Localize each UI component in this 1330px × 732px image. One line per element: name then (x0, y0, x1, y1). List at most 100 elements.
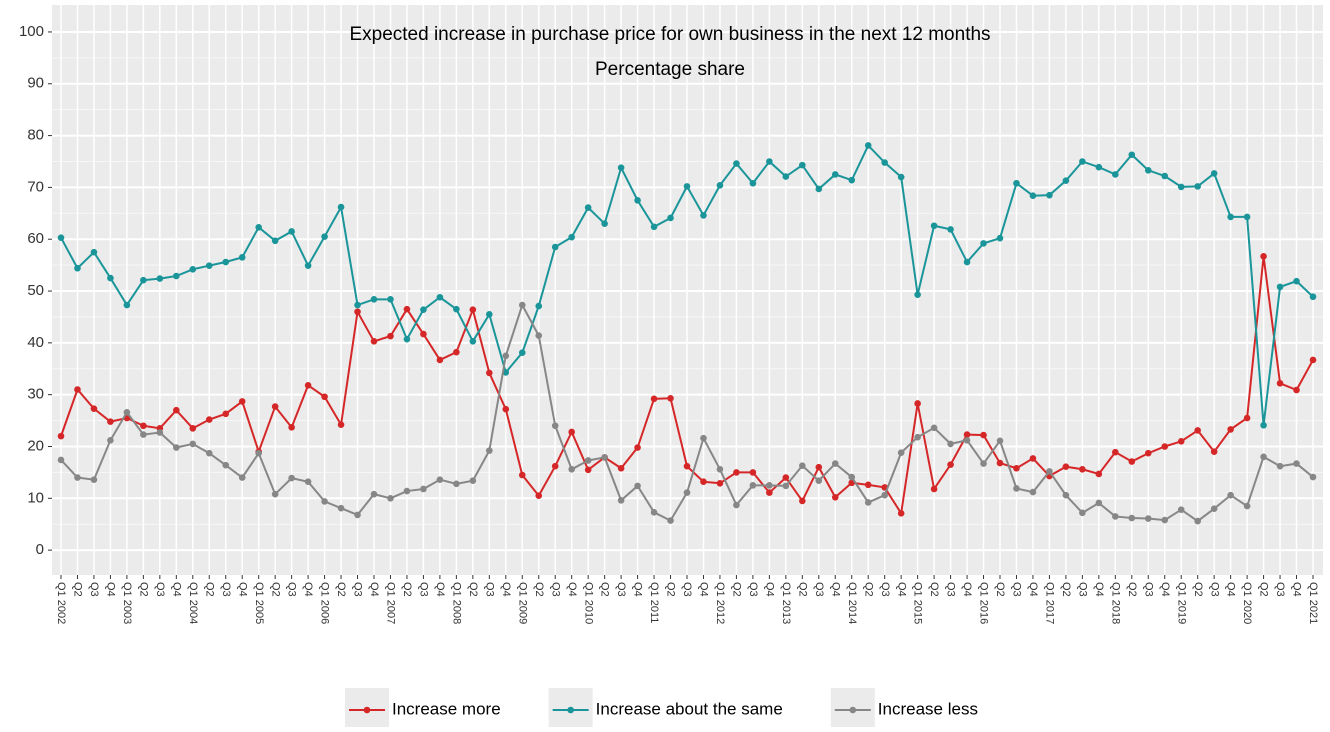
x-tick-label: Q1 2021 (1307, 582, 1319, 624)
data-point (1177, 506, 1185, 514)
data-point (914, 433, 921, 441)
x-tick-label: Q2 (72, 582, 84, 597)
x-tick-label: Q3 (747, 582, 759, 597)
data-point (716, 479, 724, 487)
data-point (1144, 449, 1152, 457)
data-point (486, 447, 493, 454)
legend-label: Increase less (878, 699, 978, 718)
data-point (733, 160, 740, 167)
data-point (716, 182, 724, 189)
data-point (683, 462, 691, 470)
x-tick-label: Q3 (1142, 582, 1154, 597)
y-tick-label: 40 (27, 334, 44, 351)
data-point (1013, 464, 1020, 472)
data-point (502, 405, 510, 413)
data-point (222, 410, 230, 418)
x-tick-label: Q3 (286, 582, 298, 597)
data-point (189, 265, 197, 273)
data-point (617, 164, 625, 172)
data-point (518, 471, 526, 479)
data-point (1161, 516, 1169, 524)
data-point (403, 487, 411, 495)
data-point (1260, 453, 1267, 461)
data-point (1112, 171, 1119, 178)
data-point (996, 234, 1004, 242)
data-point (568, 428, 575, 436)
data-point (881, 491, 888, 499)
data-point (354, 308, 361, 316)
x-tick-label: Q3 (220, 582, 232, 597)
data-point (238, 474, 246, 481)
y-tick-label: 60 (27, 230, 44, 247)
legend-key-point (849, 706, 857, 714)
x-tick-label: Q3 (549, 582, 561, 597)
data-point (74, 264, 81, 272)
x-tick-label: Q1 2013 (780, 582, 792, 624)
data-point (1161, 172, 1169, 180)
data-point (799, 497, 806, 505)
x-tick-label: Q4 (895, 582, 907, 597)
x-tick-label: Q3 (154, 582, 166, 597)
data-point (963, 258, 971, 266)
x-tick-label: Q1 2007 (385, 582, 397, 624)
x-tick-label: Q4 (698, 582, 710, 597)
data-point (1079, 465, 1086, 473)
y-tick-label: 80 (27, 127, 44, 144)
data-point (1309, 473, 1317, 481)
data-point (963, 431, 971, 438)
data-point (1128, 458, 1136, 465)
data-point (1260, 421, 1267, 429)
x-tick-label: Q3 (88, 582, 100, 597)
data-point (1029, 192, 1037, 199)
data-point (831, 493, 839, 501)
data-point (947, 461, 954, 468)
data-point (667, 214, 674, 222)
data-point (634, 482, 641, 490)
data-point (1210, 448, 1218, 455)
data-point (601, 454, 608, 461)
data-point (996, 459, 1004, 467)
data-point (766, 489, 773, 496)
data-point (403, 305, 411, 313)
data-point (337, 504, 345, 512)
data-point (1210, 505, 1218, 512)
x-tick-label: Q4 (1225, 582, 1237, 597)
data-point (683, 489, 691, 496)
data-point (601, 220, 608, 227)
data-point (897, 173, 905, 181)
legend-key-point (363, 706, 371, 714)
data-point (90, 248, 98, 256)
x-tick-label: Q2 (928, 582, 940, 597)
data-point (140, 431, 147, 438)
y-tick-label: 0 (36, 541, 44, 558)
y-tick-label: 100 (19, 23, 44, 40)
data-point (502, 352, 510, 360)
data-point (881, 159, 888, 166)
data-point (683, 183, 691, 190)
data-point (90, 476, 98, 483)
x-tick-label: Q1 2005 (253, 582, 265, 624)
x-tick-label: Q4 (1159, 582, 1171, 597)
x-tick-label: Q3 (879, 582, 891, 597)
data-point (271, 237, 279, 245)
data-point (584, 457, 592, 464)
x-tick-label: Q4 (302, 582, 314, 597)
x-tick-label: Q2 (269, 582, 281, 597)
y-tick-label: 10 (27, 489, 44, 506)
legend-item: Increase more (345, 688, 501, 732)
data-point (947, 440, 954, 448)
y-tick-label: 90 (27, 75, 44, 92)
data-point (1194, 183, 1201, 190)
data-point (930, 424, 938, 432)
y-tick-label: 30 (27, 386, 44, 403)
legend-key-point (567, 706, 574, 714)
x-tick-label: Q3 (615, 582, 627, 597)
x-tick-label: Q3 (1208, 582, 1220, 597)
data-point (469, 306, 477, 313)
data-point (650, 223, 658, 231)
x-tick-label: Q3 (945, 582, 957, 597)
data-point (535, 492, 543, 500)
data-point (1210, 170, 1218, 177)
x-tick-label: Q4 (1291, 582, 1303, 597)
